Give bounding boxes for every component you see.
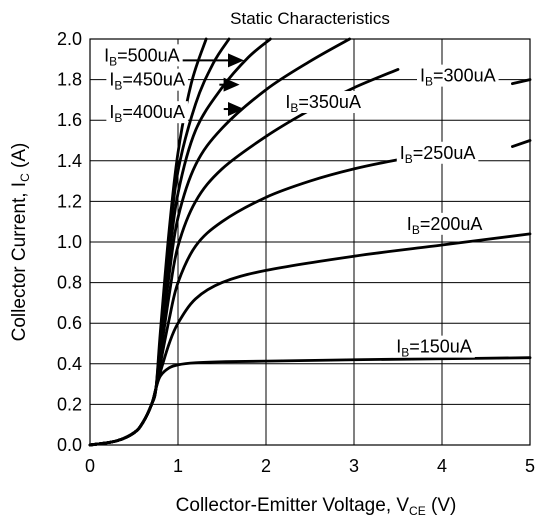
curve-label-ib=250ua: IB=250uA (400, 143, 476, 166)
arrow-ib=450ua (219, 77, 240, 92)
y-tick-label: 1.2 (57, 191, 82, 211)
x-tick-label: 2 (261, 456, 271, 476)
curve-label-sub: B (405, 152, 413, 166)
x-tick-label: 0 (85, 456, 95, 476)
plot-frame (89, 38, 531, 446)
y-tick-label: 1.4 (57, 151, 82, 171)
curve-label-pre: I (420, 66, 425, 86)
y-tick-label: 1.0 (57, 232, 82, 252)
arrow-head (223, 77, 240, 92)
curve-label-sub: B (425, 75, 433, 89)
curve-label-sub: B (290, 101, 298, 115)
arrow-head (228, 53, 244, 68)
series-line-ib-300ua-tail (511, 78, 532, 86)
curve-label-ib=450ua: IB=450uA (109, 70, 185, 93)
x-tick-label: 3 (349, 456, 359, 476)
series-line-ib-150ua (88, 356, 532, 447)
curve-label-pre: I (104, 45, 109, 65)
y-tick-labels: 0.0 0.2 0.4 0.6 0.8 1.0 1.2 1.4 1.6 1.8 2.0 (57, 29, 82, 455)
curve-label-post: =350uA (298, 92, 361, 112)
curve-label-pre: I (400, 143, 405, 163)
curve-label-ib=300ua: IB=300uA (420, 66, 496, 89)
x-tick-labels: 0 1 2 3 4 5 (85, 456, 535, 476)
curve-label-post: =250uA (413, 143, 476, 163)
x-axis-label-sub: CE (409, 504, 426, 518)
x-tick-label: 1 (173, 456, 183, 476)
curve-label-bg (106, 68, 188, 91)
curve-label-sub: B (412, 223, 420, 237)
x-axis-label-suffix: (V) (426, 495, 457, 516)
curve-label-ib=200ua: IB=200uA (407, 214, 483, 237)
curves (88, 37, 532, 447)
y-axis-label-sub: C (18, 173, 32, 182)
y-tick-label: 2.0 (57, 29, 82, 49)
curve-label-post: =400uA (122, 102, 185, 122)
y-tick-label: 0.2 (57, 394, 82, 414)
y-tick-label: 0.6 (57, 313, 82, 333)
curve-label-bg (396, 141, 479, 164)
curve-label-pre: I (109, 102, 114, 122)
chart-title: Static Characteristics (230, 9, 390, 28)
curve-label-bg (417, 64, 499, 87)
y-tick-label: 0.0 (57, 435, 82, 455)
curve-label-bg (101, 44, 183, 67)
x-axis-label-main: Collector-Emitter Voltage, V (176, 495, 410, 516)
curve-label-post: =300uA (433, 66, 496, 86)
y-axis-label-suffix: (A) (9, 143, 30, 174)
curve-label-pre: I (396, 337, 401, 357)
curve-label-post: =450uA (122, 70, 185, 90)
curve-label-ib=500ua: IB=500uA (104, 45, 180, 68)
curve-label-ib=150ua: IB=150uA (396, 337, 472, 360)
curve-label-post: =500uA (117, 45, 180, 65)
curve-label-ib=400ua: IB=400uA (109, 102, 185, 125)
curve-label-pre: I (407, 214, 412, 234)
series-line-ib-250ua-tail (511, 139, 532, 148)
curve-label-bg (282, 91, 364, 114)
y-axis-label: Collector Current, IC (A) (9, 143, 32, 342)
x-tick-label: 5 (525, 456, 535, 476)
y-tick-label: 0.8 (57, 273, 82, 293)
curve-label-bg (106, 101, 188, 124)
x-axis-label: Collector-Emitter Voltage, VCE (V) (176, 495, 457, 518)
series-line-ib-500ua (88, 37, 208, 447)
x-tick-label: 4 (437, 456, 447, 476)
curve-labels: IB=150uAIB=200uAIB=250uAIB=300uAIB=350uA… (101, 44, 499, 360)
arrow-ib=400ua (223, 102, 244, 117)
curve-label-sub: B (114, 111, 122, 125)
y-axis-label-main: Collector Current, I (9, 182, 30, 341)
curve-label-pre: I (109, 70, 114, 90)
curve-label-sub: B (114, 79, 122, 93)
curve-label-sub: B (401, 346, 409, 360)
curve-label-post: =200uA (420, 214, 483, 234)
curve-label-post: =150uA (409, 337, 472, 357)
y-tick-label: 1.6 (57, 110, 82, 130)
arrow-head (228, 102, 244, 117)
curve-label-bg (403, 212, 486, 235)
curve-label-sub: B (109, 54, 117, 68)
y-tick-label: 0.4 (57, 354, 82, 374)
curve-label-pre: I (285, 92, 290, 112)
curve-label-bg (393, 335, 475, 358)
y-tick-label: 1.8 (57, 70, 82, 90)
curve-label-ib=350ua: IB=350uA (285, 92, 361, 115)
